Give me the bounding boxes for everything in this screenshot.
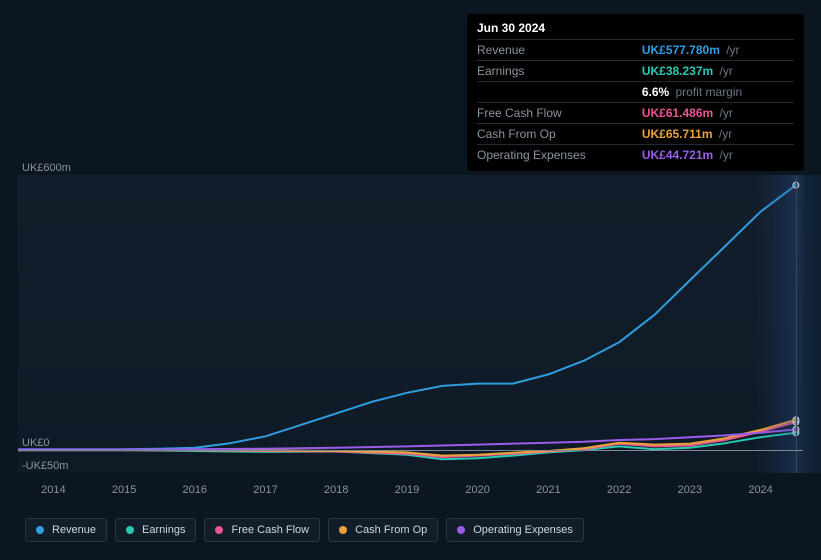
tooltip-row-value: UK£44.721m /yr — [642, 145, 794, 166]
tooltip-date: Jun 30 2024 — [477, 21, 794, 39]
tooltip-row: EarningsUK£38.237m /yr — [477, 61, 794, 82]
x-axis-label: 2024 — [748, 484, 772, 496]
legend-dot-icon — [339, 526, 347, 534]
chart-legend: Revenue Earnings Free Cash Flow Cash From O… — [25, 518, 584, 542]
legend-item-label: Cash From Op — [355, 524, 427, 536]
tooltip-row-label: Operating Expenses — [477, 145, 642, 166]
legend-item[interactable]: Free Cash Flow — [204, 518, 320, 542]
tooltip-row-value: 6.6% profit margin — [642, 82, 794, 103]
chart-tooltip: Jun 30 2024 RevenueUK£577.780m /yrEarnin… — [467, 14, 804, 171]
x-axis-label: 2020 — [465, 484, 489, 496]
legend-item-label: Revenue — [52, 524, 96, 536]
tooltip-row-label: Cash From Op — [477, 124, 642, 145]
legend-item[interactable]: Revenue — [25, 518, 107, 542]
legend-item-label: Earnings — [142, 524, 185, 536]
y-axis-label: UK£600m — [22, 162, 71, 174]
legend-item-label: Operating Expenses — [473, 524, 573, 536]
tooltip-row-value: UK£38.237m /yr — [642, 61, 794, 82]
cursor-line — [796, 175, 797, 473]
financials-chart: 2014 2015 2016 2017 2018 2019 2020 2021 2022 2023… — [0, 0, 821, 560]
x-axis-label: 2015 — [112, 484, 136, 496]
x-axis-label: 2021 — [536, 484, 560, 496]
tooltip-row: 6.6% profit margin — [477, 82, 794, 103]
legend-item-label: Free Cash Flow — [231, 524, 309, 536]
tooltip-row: Free Cash FlowUK£61.486m /yr — [477, 103, 794, 124]
x-axis-label: 2023 — [678, 484, 702, 496]
tooltip-row: RevenueUK£577.780m /yr — [477, 40, 794, 61]
legend-dot-icon — [126, 526, 134, 534]
x-axis: 2014 2015 2016 2017 2018 2019 2020 2021 2022 2023… — [18, 484, 803, 500]
tooltip-row-value: UK£577.780m /yr — [642, 40, 794, 61]
tooltip-row-label: Free Cash Flow — [477, 103, 642, 124]
legend-item[interactable]: Earnings — [115, 518, 196, 542]
plot-area[interactable] — [18, 175, 803, 473]
plot-svg — [18, 175, 803, 473]
tooltip-row-value: UK£61.486m /yr — [642, 103, 794, 124]
tooltip-row-label: Revenue — [477, 40, 642, 61]
x-axis-label: 2022 — [607, 484, 631, 496]
tooltip-row-label: Earnings — [477, 61, 642, 82]
legend-dot-icon — [36, 526, 44, 534]
tooltip-table: RevenueUK£577.780m /yrEarningsUK£38.237m… — [477, 39, 794, 165]
legend-dot-icon — [215, 526, 223, 534]
tooltip-row: Cash From OpUK£65.711m /yr — [477, 124, 794, 145]
legend-dot-icon — [457, 526, 465, 534]
y-axis-label: -UK£50m — [22, 460, 68, 472]
legend-item[interactable]: Cash From Op — [328, 518, 438, 542]
zero-axis-line — [18, 450, 803, 451]
x-axis-label: 2016 — [183, 484, 207, 496]
x-axis-label: 2018 — [324, 484, 348, 496]
series-line — [18, 185, 796, 449]
tooltip-row-label — [477, 82, 642, 103]
x-axis-label: 2014 — [41, 484, 65, 496]
x-axis-label: 2019 — [395, 484, 419, 496]
y-axis-label: UK£0 — [22, 437, 50, 449]
tooltip-row-value: UK£65.711m /yr — [642, 124, 794, 145]
tooltip-row: Operating ExpensesUK£44.721m /yr — [477, 145, 794, 166]
x-axis-label: 2017 — [253, 484, 277, 496]
legend-item[interactable]: Operating Expenses — [446, 518, 584, 542]
